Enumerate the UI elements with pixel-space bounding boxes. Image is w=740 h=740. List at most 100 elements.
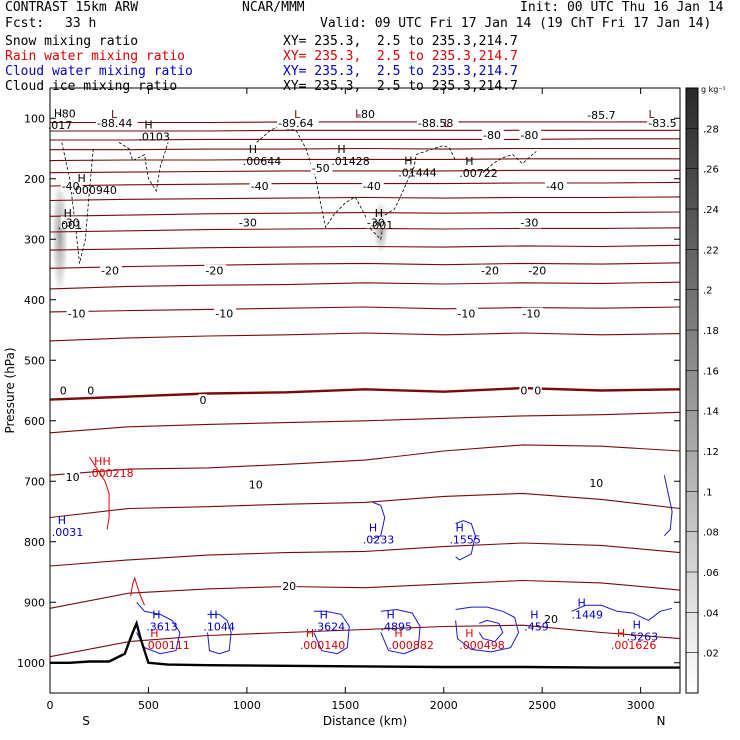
field-xy-snow: XY= 235.3, 2.5 to 235.3,214.7 <box>283 34 518 49</box>
cloud-ice-max-value-4: .01444 <box>398 166 437 179</box>
colorbar-tick-label-9: .1 <box>703 487 713 498</box>
cloud-ice-max-letter-2: H <box>249 143 257 156</box>
isotherm-8 <box>50 196 680 202</box>
isotherm-label-10-bg <box>237 216 260 229</box>
extremum-letter-4: L <box>444 117 451 130</box>
cloud-ice-max-value-6: .000940 <box>71 184 117 197</box>
rain-max-letter-3: H <box>394 627 402 640</box>
isotherm-label-10: -30 <box>239 216 257 229</box>
temp-minimum-label-2-bg <box>416 117 459 130</box>
extremum-letter-1: L <box>294 108 301 121</box>
isotherm-label-3-bg <box>519 129 542 142</box>
colorbar-tick-label-2: .24 <box>703 205 719 216</box>
isotherm-label-21-bg <box>58 384 68 397</box>
forecast-value: 33 h <box>65 16 97 31</box>
isotherm-label-18-bg <box>214 307 237 320</box>
isotherm-label-26: 10 <box>66 471 80 484</box>
temp-minimum-label-1-bg <box>277 117 319 130</box>
colorbar-tick-label-3: .22 <box>703 245 719 256</box>
isotherm-label-23: 0 <box>200 394 207 407</box>
cloud-water-max-value-3: .3624 <box>314 621 346 634</box>
cloud-ice-max-value-1: .0103 <box>138 131 170 144</box>
x-tick-label-2: 1000 <box>233 699 261 712</box>
isotherm-label-12: -30 <box>520 216 538 229</box>
y-axis-title: Pressure (hPa) <box>3 347 17 433</box>
temp-minimum-label-4: -83.5 <box>648 117 676 130</box>
isotherm-label-30: 20 <box>544 613 558 626</box>
y-tick-label-9: 1000 <box>17 657 45 670</box>
cloud-water-max-letter-9: H <box>455 521 463 534</box>
cloud-water-max-value-5: .459 <box>524 621 549 634</box>
isotherm-label-3: -80 <box>520 129 538 142</box>
x-end-label-south: S <box>82 714 90 728</box>
temp-minimum-label-3: -85.7 <box>587 109 615 122</box>
isotherm-label-30-bg <box>543 613 559 626</box>
isotherm-label-19-bg <box>456 307 479 320</box>
isotherm-4 <box>50 262 680 269</box>
cloud-water-contour-8 <box>455 520 476 561</box>
isotherm-label-27-bg <box>247 478 263 491</box>
isotherm-label-13-bg <box>100 264 122 277</box>
isotherm-10 <box>50 169 680 174</box>
cloud-ice-max-value-7: .001 <box>58 219 83 232</box>
cloud-ice-max-value-8: .001 <box>369 219 394 232</box>
cloud-ice-contour-1 <box>118 142 169 192</box>
isotherm-label-19: -10 <box>457 308 475 321</box>
isotherm-label-25: 0 <box>534 385 541 398</box>
isotherm-label-5-bg <box>249 180 272 193</box>
isotherm-label-11-bg <box>365 216 388 229</box>
cloud-ice-max-letter-4: H <box>404 154 412 167</box>
x-tick-label-0: 0 <box>47 699 54 712</box>
cloud-water-max-letter-5: H <box>530 609 538 622</box>
cloud-water-max-value-1: .3613 <box>146 621 178 634</box>
cloud-water-max-letter-4: H <box>387 609 395 622</box>
rain-contour-1 <box>88 456 110 530</box>
isotherm-21 <box>50 624 680 658</box>
cloud-water-contour-2 <box>313 610 350 655</box>
isotherm-label-12-bg <box>519 216 542 229</box>
isotherm-12 <box>50 147 680 151</box>
cloud-ice-max-letter-6: H <box>77 172 85 185</box>
isotherm-label-1-bg <box>356 108 378 121</box>
x-tick-label-4: 2000 <box>430 699 458 712</box>
isotherm-2 <box>50 306 680 313</box>
cloud-water-max-letter-6: H <box>578 597 586 610</box>
cloud-ice-max-letter-5: H <box>465 155 473 168</box>
isotherm-3 <box>50 281 680 290</box>
isotherm-label-0-bg <box>56 107 79 120</box>
isotherm-label-22: 0 <box>87 385 94 398</box>
colorbar-tick-label-10: .08 <box>703 528 719 539</box>
model-title: CONTRAST 15km ARW <box>5 0 139 15</box>
isotherm-label-24-bg <box>519 384 529 397</box>
colorbar-tick-label-0: .28 <box>703 124 719 135</box>
isotherm-label-16: -20 <box>528 265 546 278</box>
cloud-water-contour-6 <box>571 604 673 621</box>
y-tick-label-5: 600 <box>24 415 45 428</box>
rain-max-letter-4: H <box>465 627 473 640</box>
isotherm-label-24: 0 <box>520 385 527 398</box>
isotherm-label-29-bg <box>281 579 297 592</box>
x-end-label-north: N <box>657 714 666 728</box>
isotherm-label-16-bg <box>527 264 550 277</box>
rain-max-value-0: .000218 <box>88 467 134 480</box>
rain-max-value-3: .000882 <box>388 639 434 652</box>
forecast-label: Fcst: <box>5 16 45 31</box>
colorbar-tick-label-8: .12 <box>703 447 719 458</box>
colorbar <box>685 87 699 694</box>
x-tick-label-1: 500 <box>138 699 159 712</box>
rain-max-letter-0: HH <box>94 455 111 468</box>
y-tick-label-2: 300 <box>24 233 45 246</box>
isotherm-label-15: -20 <box>481 265 499 278</box>
isotherm-label-2-bg <box>482 129 504 142</box>
cloud-ice-max-value-3: .01428 <box>331 155 370 168</box>
extremum-letter-3: L <box>649 108 656 121</box>
colorbar-tick-label-11: .06 <box>703 568 719 579</box>
colorbar-unit: g kg⁻¹ <box>701 85 726 94</box>
extremum-letter-2: L <box>355 107 362 120</box>
cloud-ice-max-letter-3: H <box>337 143 345 156</box>
isotherm-label-29: 20 <box>282 580 296 593</box>
y-tick-label-6: 700 <box>24 475 45 488</box>
cloud-water-contour-9 <box>663 475 673 537</box>
